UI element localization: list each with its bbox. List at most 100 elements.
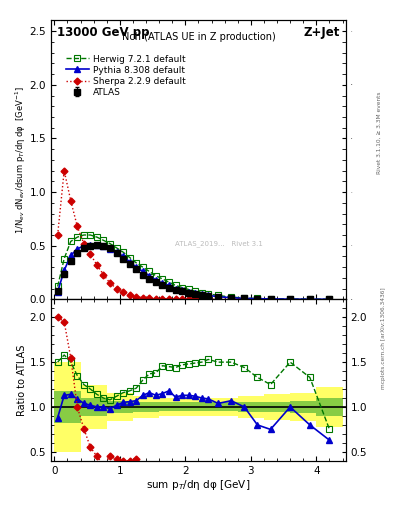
Sherpa 2.2.9 default bbox=[108, 280, 112, 286]
Pythia 8.308 default bbox=[68, 252, 73, 259]
Sherpa 2.2.9 default bbox=[95, 262, 99, 268]
Sherpa 2.2.9 default bbox=[114, 286, 119, 292]
Pythia 8.308 default bbox=[108, 246, 112, 252]
Pythia 8.308 default bbox=[327, 296, 332, 302]
Herwig 7.2.1 default bbox=[55, 284, 60, 290]
Herwig 7.2.1 default bbox=[173, 282, 178, 288]
Sherpa 2.2.9 default bbox=[180, 296, 184, 302]
Pythia 8.308 default bbox=[255, 295, 260, 302]
Pythia 8.308 default bbox=[147, 273, 152, 279]
Pythia 8.308 default bbox=[167, 282, 171, 288]
Pythia 8.308 default bbox=[55, 289, 60, 295]
Herwig 7.2.1 default bbox=[193, 288, 198, 294]
Herwig 7.2.1 default bbox=[307, 296, 312, 302]
Sherpa 2.2.9 default bbox=[206, 296, 211, 303]
Herwig 7.2.1 default bbox=[255, 295, 260, 302]
Sherpa 2.2.9 default bbox=[121, 289, 125, 295]
Pythia 8.308 default bbox=[229, 295, 233, 301]
Pythia 8.308 default bbox=[288, 296, 292, 302]
Herwig 7.2.1 default bbox=[134, 260, 139, 266]
Herwig 7.2.1 default bbox=[114, 245, 119, 251]
Pythia 8.308 default bbox=[307, 296, 312, 302]
Sherpa 2.2.9 default bbox=[55, 232, 60, 238]
Herwig 7.2.1 default bbox=[216, 292, 220, 298]
Pythia 8.308 default bbox=[114, 249, 119, 255]
Text: Nch (ATLAS UE in Z production): Nch (ATLAS UE in Z production) bbox=[121, 32, 275, 41]
Y-axis label: 1/N$_{ev}$ dN$_{ev}$/dsum p$_T$/dη dφ  [GeV$^{-1}$]: 1/N$_{ev}$ dN$_{ev}$/dsum p$_T$/dη dφ [G… bbox=[14, 86, 28, 234]
Pythia 8.308 default bbox=[242, 295, 247, 302]
Sherpa 2.2.9 default bbox=[134, 293, 139, 300]
X-axis label: sum p$_T$/dη dφ [GeV]: sum p$_T$/dη dφ [GeV] bbox=[146, 478, 251, 493]
Text: mcplots.cern.ch [arXiv:1306.3436]: mcplots.cern.ch [arXiv:1306.3436] bbox=[381, 287, 386, 389]
Herwig 7.2.1 default bbox=[108, 241, 112, 247]
Herwig 7.2.1 default bbox=[62, 255, 66, 262]
Pythia 8.308 default bbox=[216, 293, 220, 300]
Pythia 8.308 default bbox=[101, 243, 106, 249]
Pythia 8.308 default bbox=[95, 242, 99, 248]
Pythia 8.308 default bbox=[154, 277, 158, 283]
Herwig 7.2.1 default bbox=[160, 276, 165, 282]
Sherpa 2.2.9 default bbox=[68, 198, 73, 204]
Sherpa 2.2.9 default bbox=[147, 295, 152, 302]
Sherpa 2.2.9 default bbox=[229, 296, 233, 303]
Herwig 7.2.1 default bbox=[121, 249, 125, 255]
Pythia 8.308 default bbox=[75, 246, 80, 252]
Pythia 8.308 default bbox=[140, 268, 145, 274]
Sherpa 2.2.9 default bbox=[167, 296, 171, 302]
Sherpa 2.2.9 default bbox=[160, 296, 165, 302]
Legend: Herwig 7.2.1 default, Pythia 8.308 default, Sherpa 2.2.9 default, ATLAS: Herwig 7.2.1 default, Pythia 8.308 defau… bbox=[61, 50, 190, 102]
Text: 13000 GeV pp: 13000 GeV pp bbox=[57, 26, 149, 39]
Herwig 7.2.1 default bbox=[288, 296, 292, 302]
Herwig 7.2.1 default bbox=[186, 286, 191, 292]
Line: Pythia 8.308 default: Pythia 8.308 default bbox=[55, 242, 332, 302]
Pythia 8.308 default bbox=[134, 264, 139, 270]
Herwig 7.2.1 default bbox=[229, 294, 233, 300]
Sherpa 2.2.9 default bbox=[127, 292, 132, 298]
Sherpa 2.2.9 default bbox=[173, 296, 178, 302]
Y-axis label: Ratio to ATLAS: Ratio to ATLAS bbox=[17, 345, 27, 416]
Pythia 8.308 default bbox=[88, 242, 93, 248]
Sherpa 2.2.9 default bbox=[186, 296, 191, 302]
Herwig 7.2.1 default bbox=[88, 232, 93, 238]
Herwig 7.2.1 default bbox=[127, 254, 132, 261]
Line: Herwig 7.2.1 default: Herwig 7.2.1 default bbox=[55, 232, 332, 302]
Sherpa 2.2.9 default bbox=[199, 296, 204, 303]
Herwig 7.2.1 default bbox=[81, 232, 86, 238]
Line: Sherpa 2.2.9 default: Sherpa 2.2.9 default bbox=[55, 168, 247, 302]
Herwig 7.2.1 default bbox=[140, 264, 145, 270]
Pythia 8.308 default bbox=[127, 259, 132, 265]
Sherpa 2.2.9 default bbox=[140, 295, 145, 301]
Sherpa 2.2.9 default bbox=[154, 295, 158, 302]
Sherpa 2.2.9 default bbox=[242, 296, 247, 303]
Herwig 7.2.1 default bbox=[206, 291, 211, 297]
Pythia 8.308 default bbox=[173, 286, 178, 292]
Pythia 8.308 default bbox=[160, 280, 165, 286]
Pythia 8.308 default bbox=[199, 291, 204, 297]
Pythia 8.308 default bbox=[180, 287, 184, 293]
Herwig 7.2.1 default bbox=[327, 296, 332, 302]
Sherpa 2.2.9 default bbox=[88, 251, 93, 258]
Pythia 8.308 default bbox=[193, 290, 198, 296]
Herwig 7.2.1 default bbox=[154, 273, 158, 279]
Herwig 7.2.1 default bbox=[242, 295, 247, 301]
Pythia 8.308 default bbox=[81, 243, 86, 249]
Text: Z+Jet: Z+Jet bbox=[303, 26, 340, 39]
Sherpa 2.2.9 default bbox=[62, 167, 66, 174]
Sherpa 2.2.9 default bbox=[216, 296, 220, 303]
Herwig 7.2.1 default bbox=[101, 237, 106, 243]
Sherpa 2.2.9 default bbox=[101, 271, 106, 278]
Pythia 8.308 default bbox=[186, 289, 191, 295]
Text: ATLAS_2019...   Rivet 3.1: ATLAS_2019... Rivet 3.1 bbox=[175, 240, 263, 247]
Herwig 7.2.1 default bbox=[147, 268, 152, 274]
Herwig 7.2.1 default bbox=[75, 234, 80, 240]
Herwig 7.2.1 default bbox=[95, 234, 99, 240]
Pythia 8.308 default bbox=[268, 296, 273, 302]
Sherpa 2.2.9 default bbox=[81, 241, 86, 247]
Sherpa 2.2.9 default bbox=[75, 223, 80, 229]
Herwig 7.2.1 default bbox=[68, 239, 73, 245]
Herwig 7.2.1 default bbox=[199, 289, 204, 295]
Herwig 7.2.1 default bbox=[167, 279, 171, 285]
Text: Rivet 3.1.10, ≥ 3.3M events: Rivet 3.1.10, ≥ 3.3M events bbox=[377, 92, 382, 175]
Sherpa 2.2.9 default bbox=[193, 296, 198, 302]
Herwig 7.2.1 default bbox=[180, 285, 184, 291]
